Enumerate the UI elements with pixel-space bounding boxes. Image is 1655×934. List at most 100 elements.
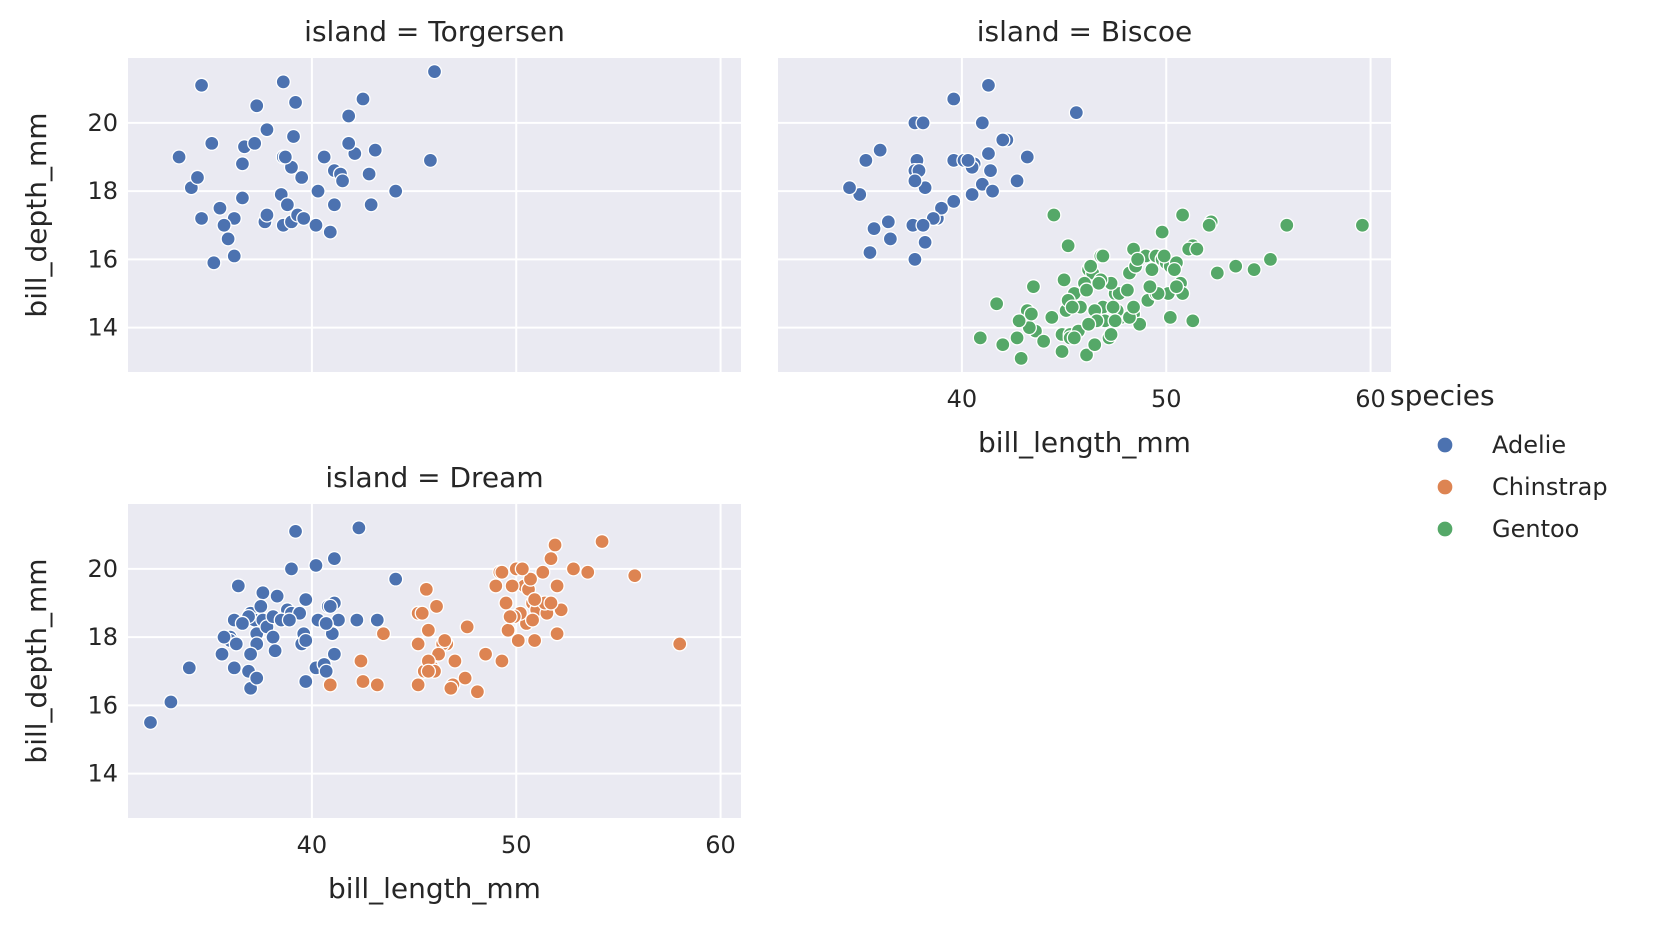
data-point-adelie bbox=[318, 663, 334, 679]
data-point-chinstrap bbox=[502, 608, 518, 625]
data-point-adelie bbox=[326, 646, 343, 662]
data-point-adelie bbox=[862, 244, 878, 261]
data-point-gentoo bbox=[1125, 299, 1142, 315]
data-point-chinstrap bbox=[498, 595, 514, 611]
data-point-adelie bbox=[322, 224, 338, 240]
data-point-adelie bbox=[326, 550, 343, 567]
data-point-adelie bbox=[334, 173, 351, 189]
data-point-gentoo bbox=[1246, 261, 1262, 278]
data-point-gentoo bbox=[1066, 330, 1082, 346]
data-point-adelie bbox=[917, 234, 933, 250]
legend-label: Adelie bbox=[1492, 431, 1566, 459]
x-tick-label: 50 bbox=[501, 831, 532, 859]
y-tick-label: 16 bbox=[87, 245, 118, 273]
panel-title: island = Torgersen bbox=[304, 15, 565, 48]
data-point-gentoo bbox=[1262, 251, 1279, 268]
data-point-adelie bbox=[234, 156, 251, 172]
data-point-chinstrap bbox=[437, 632, 453, 649]
legend-marker bbox=[1436, 520, 1454, 538]
data-point-adelie bbox=[294, 169, 310, 186]
series-chinstrap bbox=[322, 533, 688, 700]
data-point-chinstrap bbox=[549, 626, 565, 642]
data-point-adelie bbox=[214, 646, 230, 662]
data-point-gentoo bbox=[988, 296, 1005, 312]
data-point-gentoo bbox=[1103, 326, 1119, 343]
data-point-gentoo bbox=[1013, 350, 1029, 366]
data-point-adelie bbox=[287, 94, 304, 111]
data-point-adelie bbox=[242, 646, 259, 662]
data-point-chinstrap bbox=[524, 612, 541, 628]
data-point-adelie bbox=[220, 231, 236, 247]
data-point-chinstrap bbox=[414, 605, 430, 621]
x-tick-label: 40 bbox=[297, 831, 328, 859]
data-point-adelie bbox=[841, 180, 858, 196]
data-point-gentoo bbox=[1107, 313, 1123, 329]
series-adelie bbox=[142, 520, 404, 731]
data-point-adelie bbox=[355, 91, 371, 107]
data-point-adelie bbox=[907, 251, 923, 268]
data-point-gentoo bbox=[1011, 313, 1027, 329]
data-point-gentoo bbox=[1154, 224, 1170, 240]
data-point-adelie bbox=[426, 64, 443, 80]
panel-title: island = Biscoe bbox=[977, 15, 1192, 48]
data-point-gentoo bbox=[1078, 347, 1095, 363]
data-point-chinstrap bbox=[488, 578, 504, 594]
data-point-adelie bbox=[341, 135, 357, 151]
data-point-chinstrap bbox=[355, 673, 371, 690]
data-point-adelie bbox=[285, 128, 302, 145]
y-tick-label: 20 bbox=[87, 555, 118, 583]
data-point-chinstrap bbox=[428, 598, 445, 615]
data-point-gentoo bbox=[1091, 275, 1107, 291]
data-point-adelie bbox=[388, 183, 404, 199]
data-point-chinstrap bbox=[457, 670, 473, 686]
panel-title: island = Dream bbox=[325, 461, 543, 494]
data-point-adelie bbox=[369, 612, 385, 628]
data-point-adelie bbox=[388, 571, 404, 587]
x-tick-label: 50 bbox=[1151, 385, 1182, 413]
data-point-gentoo bbox=[1279, 217, 1295, 233]
data-point-gentoo bbox=[1168, 279, 1185, 295]
data-point-adelie bbox=[181, 660, 197, 676]
data-point-gentoo bbox=[1060, 238, 1076, 254]
data-point-chinstrap bbox=[594, 533, 610, 550]
data-point-chinstrap bbox=[526, 591, 543, 608]
data-point-gentoo bbox=[1054, 343, 1070, 360]
data-point-gentoo bbox=[1025, 279, 1042, 295]
data-point-gentoo bbox=[1189, 241, 1205, 257]
data-point-adelie bbox=[1019, 149, 1035, 165]
data-point-adelie bbox=[946, 91, 962, 107]
data-point-adelie bbox=[341, 108, 357, 124]
data-point-adelie bbox=[866, 221, 882, 237]
data-point-adelie bbox=[872, 142, 888, 158]
y-tick-label: 20 bbox=[87, 109, 118, 137]
data-point-adelie bbox=[980, 145, 997, 162]
data-point-gentoo bbox=[1056, 272, 1072, 288]
panel-3: island = Dream 40 50 60 14 16 18 20 bill_length_… bbox=[20, 461, 741, 905]
data-point-gentoo bbox=[995, 337, 1011, 353]
data-point-adelie bbox=[1068, 104, 1084, 121]
data-point-adelie bbox=[318, 615, 334, 632]
series-adelie bbox=[841, 77, 1084, 268]
data-point-chinstrap bbox=[322, 677, 338, 693]
data-point-gentoo bbox=[1009, 330, 1025, 346]
data-point-chinstrap bbox=[447, 653, 463, 669]
data-point-chinstrap bbox=[547, 537, 563, 553]
data-point-adelie bbox=[880, 214, 896, 230]
y-tick-label: 14 bbox=[87, 760, 118, 788]
data-point-adelie bbox=[308, 557, 324, 574]
data-point-adelie bbox=[298, 673, 314, 690]
y-tick-label: 14 bbox=[87, 314, 118, 342]
data-point-adelie bbox=[189, 169, 206, 186]
data-point-adelie bbox=[269, 588, 285, 604]
data-point-adelie bbox=[142, 714, 159, 731]
data-point-adelie bbox=[193, 210, 210, 227]
data-point-gentoo bbox=[1082, 258, 1099, 274]
legend-entry-chinstrap: Chinstrap bbox=[1436, 473, 1608, 501]
data-point-chinstrap bbox=[535, 564, 551, 580]
data-point-adelie bbox=[255, 585, 271, 601]
data-point-adelie bbox=[212, 200, 228, 216]
data-point-adelie bbox=[226, 248, 242, 264]
data-point-adelie bbox=[351, 520, 367, 536]
data-point-chinstrap bbox=[418, 581, 434, 597]
